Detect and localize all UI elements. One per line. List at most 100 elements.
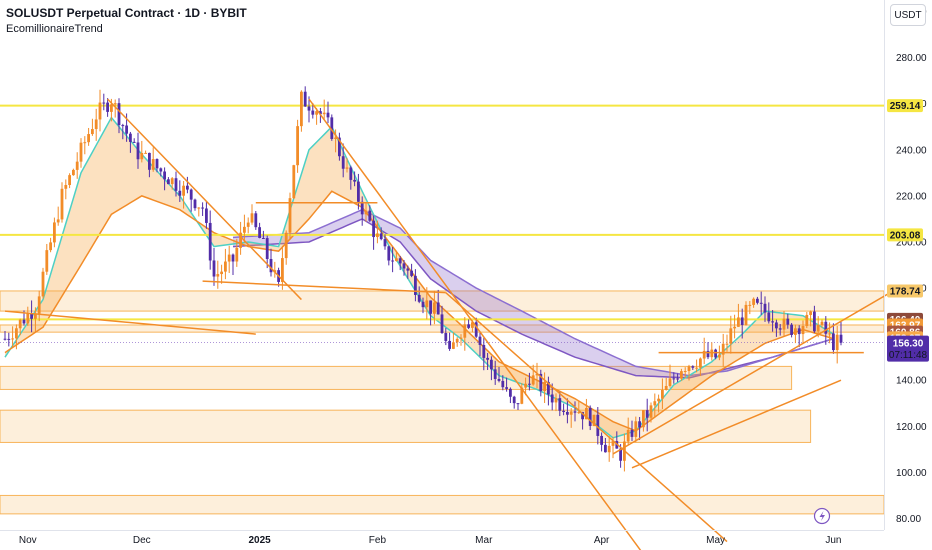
candle-body: [7, 338, 11, 340]
price-tags: 259.14203.08178.74166.40163.97160.86158.…: [887, 99, 929, 362]
trend-line-0[interactable]: [107, 98, 302, 301]
candle-body: [839, 334, 843, 343]
time-tick-label: Jun: [825, 535, 841, 546]
candle-body: [212, 260, 216, 277]
candle-body: [619, 448, 622, 461]
candle-body: [330, 117, 334, 139]
candle-body: [805, 314, 809, 327]
candle-body: [132, 141, 136, 143]
trend-line-1[interactable]: [4, 310, 256, 335]
candle-body: [683, 370, 687, 372]
candle-body: [505, 387, 508, 389]
trend-line-5[interactable]: [612, 287, 899, 455]
candle-body: [414, 275, 417, 295]
candle-body: [311, 110, 315, 115]
candle-body: [490, 359, 493, 370]
candle-body: [672, 378, 676, 380]
price-tick-label: 140.00: [896, 376, 927, 387]
price-axis[interactable]: 300.00280.00260.00240.00220.00200.00180.…: [896, 7, 927, 525]
candle-body: [319, 111, 322, 115]
trend-line-6[interactable]: [631, 379, 842, 469]
candle-body: [486, 357, 489, 360]
candle-body: [744, 304, 748, 325]
zone-3[interactable]: [0, 409, 812, 443]
trend-line-4[interactable]: [445, 292, 728, 543]
candle-body: [34, 313, 37, 319]
candle-body: [174, 178, 178, 191]
candle-body: [341, 156, 345, 169]
alert-icon[interactable]: [813, 507, 831, 525]
candle-body: [258, 227, 261, 238]
candle-body: [163, 171, 166, 180]
candle-body: [303, 91, 307, 107]
candle-body: [790, 324, 793, 335]
candle-body: [140, 152, 144, 160]
candle-body: [585, 407, 588, 420]
candle-body: [170, 178, 174, 185]
candle-body: [208, 222, 212, 261]
candle-body: [326, 112, 330, 118]
candle-body: [425, 300, 429, 308]
candle-body: [573, 411, 577, 413]
candle-body: [604, 444, 607, 453]
candle-body: [638, 421, 641, 428]
candle-body: [75, 161, 79, 170]
candle-body: [315, 111, 318, 115]
candle-body: [467, 324, 470, 328]
candle-body: [718, 354, 721, 358]
zone-4[interactable]: [0, 494, 885, 515]
candle-body: [37, 296, 41, 314]
candle-body: [205, 208, 208, 223]
candle-body: [250, 213, 254, 223]
candle-body: [254, 213, 258, 228]
currency-button[interactable]: USDT: [890, 4, 926, 26]
candle-body: [558, 398, 562, 411]
candle-body: [113, 103, 117, 105]
trend-ribbon-line-b: [4, 190, 834, 432]
candle-body: [809, 311, 812, 315]
candle-body: [600, 435, 603, 445]
candle-body: [72, 169, 75, 176]
indicator-label[interactable]: EcomillionaireTrend: [6, 23, 103, 35]
candle-body: [448, 340, 451, 349]
trend-line-2[interactable]: [202, 280, 446, 294]
candle-body: [395, 258, 398, 261]
candle-body: [56, 219, 60, 223]
candle-body: [725, 343, 729, 345]
candle-body: [197, 207, 201, 209]
last-price-value: 156.30: [893, 339, 924, 350]
candle-body: [357, 181, 360, 202]
candle-body: [687, 366, 691, 371]
candle-body: [581, 412, 584, 420]
candle-body: [592, 414, 596, 426]
candle-body: [345, 167, 349, 169]
time-tick-label: Mar: [475, 535, 493, 546]
candle-body: [417, 294, 421, 302]
candle-body: [775, 322, 778, 329]
candle-body: [797, 328, 801, 335]
candle-body: [216, 274, 220, 277]
candle-body: [182, 185, 185, 196]
candle-body: [706, 350, 710, 358]
candle-body: [630, 429, 634, 437]
candle-body: [562, 410, 565, 412]
symbol-title[interactable]: SOLUSDT Perpetual Contract · 1D · BYBIT: [6, 6, 247, 20]
price-tick-label: 80.00: [896, 514, 921, 525]
candle-body: [577, 412, 581, 414]
zone-2[interactable]: [0, 365, 793, 390]
candle-body: [429, 300, 432, 314]
time-axis[interactable]: Nov Dec 2025 Feb Mar Apr May Jun: [19, 535, 842, 546]
candle-body: [626, 429, 630, 442]
candle-body: [501, 380, 505, 388]
candle-body: [436, 302, 440, 315]
candle-body: [607, 445, 611, 453]
svg-text:178.74: 178.74: [890, 286, 921, 297]
candle-body: [45, 250, 49, 272]
candle-body: [224, 261, 227, 272]
candle-body: [801, 326, 805, 335]
trend-line-3[interactable]: [308, 98, 651, 550]
time-tick-label: Feb: [369, 535, 387, 546]
